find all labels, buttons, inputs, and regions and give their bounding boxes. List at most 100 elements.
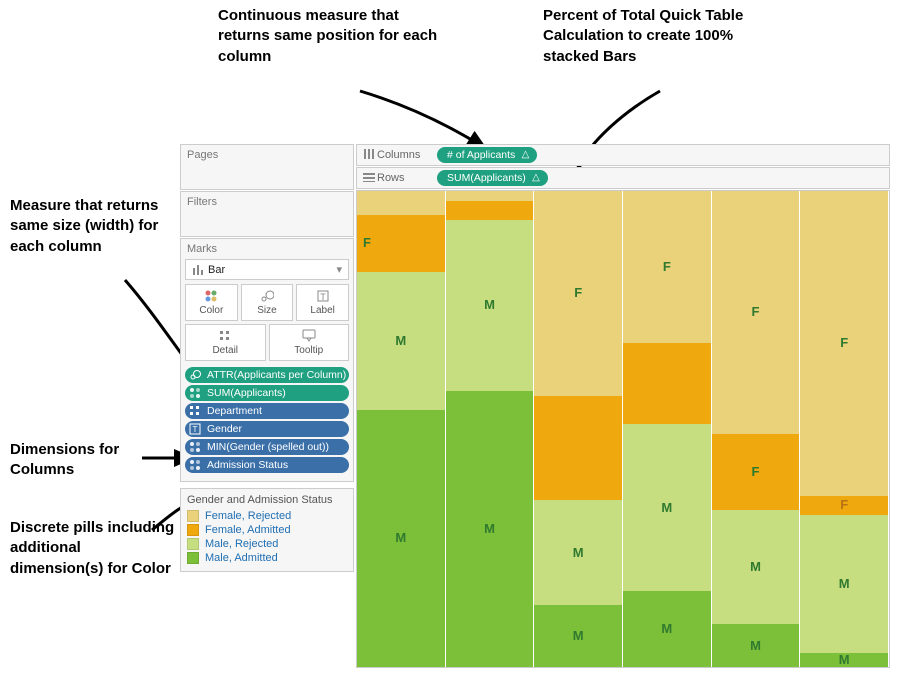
columns-pill[interactable]: # of Applicants △ bbox=[437, 147, 537, 163]
chart-segment[interactable]: F bbox=[357, 215, 445, 272]
legend-item[interactable]: Male, Admitted bbox=[187, 552, 347, 564]
rows-pill[interactable]: SUM(Applicants) △ bbox=[437, 170, 548, 186]
tableau-workspace: Pages Filters Marks Bar ▾ Color Size bbox=[180, 144, 890, 668]
chart-column[interactable]: F F M M bbox=[800, 191, 889, 667]
marks-pill[interactable]: Department bbox=[185, 403, 349, 419]
chart-segment[interactable] bbox=[623, 343, 711, 424]
chart-segment[interactable]: M bbox=[712, 510, 800, 624]
annotation-measure-width: Measure that returns same size (width) f… bbox=[10, 196, 170, 257]
columns-label: Columns bbox=[377, 149, 437, 161]
columns-icon bbox=[361, 149, 377, 162]
rows-shelf[interactable]: Rows SUM(Applicants) △ bbox=[356, 167, 890, 189]
chart-segment[interactable]: M bbox=[712, 624, 800, 667]
legend-item[interactable]: Male, Rejected bbox=[187, 538, 347, 550]
segment-label: F bbox=[663, 259, 671, 274]
visualization[interactable]: FMMMMFMMFMMFFMMFFMM bbox=[356, 190, 890, 668]
segment-label: F bbox=[574, 285, 582, 300]
marks-color-label: Color bbox=[199, 305, 223, 316]
legend-swatch bbox=[187, 510, 199, 522]
marks-pill[interactable]: Admission Status bbox=[185, 457, 349, 473]
pill-label: Admission Status bbox=[207, 459, 288, 471]
chart-segment[interactable]: M bbox=[623, 591, 711, 667]
segment-label: M bbox=[395, 530, 406, 545]
chart-segment[interactable]: M bbox=[534, 500, 622, 605]
rows-icon bbox=[361, 172, 377, 185]
chart-segment[interactable]: M bbox=[534, 605, 622, 667]
legend-item[interactable]: Female, Admitted bbox=[187, 524, 347, 536]
mark-type-label: Bar bbox=[208, 264, 225, 276]
chart-segment[interactable] bbox=[446, 191, 534, 201]
columns-pill-label: # of Applicants bbox=[447, 149, 515, 161]
segment-label: F bbox=[752, 464, 760, 479]
pill-label: SUM(Applicants) bbox=[207, 387, 286, 399]
chart-segment[interactable]: F bbox=[800, 191, 888, 496]
marks-card: Marks Bar ▾ Color Size T bbox=[180, 238, 354, 482]
legend-label: Male, Rejected bbox=[205, 538, 278, 550]
marks-tooltip-button[interactable]: Tooltip bbox=[269, 324, 350, 361]
chart-segment[interactable]: F bbox=[623, 191, 711, 343]
left-panel: Pages Filters Marks Bar ▾ Color Size bbox=[180, 144, 354, 668]
label-icon: T bbox=[189, 423, 203, 435]
chart-segment[interactable]: M bbox=[623, 424, 711, 591]
chart-segment[interactable]: F bbox=[800, 496, 888, 515]
marks-size-label: Size bbox=[257, 305, 276, 316]
color-icon bbox=[189, 459, 203, 471]
chart-segment[interactable]: M bbox=[357, 272, 445, 410]
chart-column[interactable]: F M M bbox=[623, 191, 712, 667]
chart-segment[interactable]: M bbox=[800, 515, 888, 653]
table-calc-icon: △ bbox=[532, 172, 540, 183]
marks-pill[interactable]: ATTR(Applicants per Column) bbox=[185, 367, 349, 383]
marks-detail-button[interactable]: Detail bbox=[185, 324, 266, 361]
chart-segment[interactable]: M bbox=[446, 391, 534, 667]
annotation-percent-total: Percent of Total Quick Table Calculation… bbox=[543, 6, 773, 67]
color-icon bbox=[189, 441, 203, 453]
chart-segment[interactable]: F bbox=[534, 191, 622, 396]
chart-column[interactable]: F F MM bbox=[712, 191, 801, 667]
segment-label: M bbox=[839, 576, 850, 591]
pages-shelf[interactable]: Pages bbox=[180, 144, 354, 190]
segment-label: M bbox=[484, 521, 495, 536]
right-panel: Columns # of Applicants △ Rows SUM(Appli… bbox=[356, 144, 890, 668]
bar-icon bbox=[192, 265, 204, 275]
color-legend: Gender and Admission Status Female, Reje… bbox=[180, 488, 354, 572]
segment-label: M bbox=[661, 500, 672, 515]
segment-label: F bbox=[752, 304, 760, 319]
chart-column[interactable]: F M M bbox=[534, 191, 623, 667]
segment-label: F bbox=[840, 335, 848, 350]
rows-pill-label: SUM(Applicants) bbox=[447, 172, 526, 184]
chart-segment[interactable]: M bbox=[800, 653, 888, 667]
mark-type-select[interactable]: Bar ▾ bbox=[185, 259, 349, 280]
chart-segment[interactable] bbox=[534, 396, 622, 501]
chart-segment[interactable] bbox=[357, 191, 445, 215]
detail-icon bbox=[189, 405, 203, 417]
segment-label: F bbox=[840, 497, 848, 512]
chart-segment[interactable]: F bbox=[712, 191, 800, 434]
legend-label: Male, Admitted bbox=[205, 552, 278, 564]
chart-segment[interactable]: F bbox=[712, 434, 800, 510]
marks-label-button[interactable]: T Label bbox=[296, 284, 349, 321]
svg-text:T: T bbox=[193, 425, 198, 434]
annotation-continuous-measure: Continuous measure that returns same pos… bbox=[218, 6, 438, 67]
columns-shelf[interactable]: Columns # of Applicants △ bbox=[356, 144, 890, 166]
chart-column[interactable]: F M M bbox=[357, 191, 446, 667]
pill-label: ATTR(Applicants per Column) bbox=[207, 369, 346, 381]
filters-shelf[interactable]: Filters bbox=[180, 191, 354, 237]
marks-pill[interactable]: TGender bbox=[185, 421, 349, 437]
marks-pill[interactable]: MIN(Gender (spelled out)) bbox=[185, 439, 349, 455]
tooltip-icon bbox=[302, 329, 316, 343]
legend-swatch bbox=[187, 552, 199, 564]
marks-size-button[interactable]: Size bbox=[241, 284, 294, 321]
size-icon bbox=[189, 369, 203, 381]
segment-label: M bbox=[750, 638, 761, 653]
chart-segment[interactable]: M bbox=[446, 220, 534, 391]
chart-segment[interactable] bbox=[446, 201, 534, 220]
rows-label: Rows bbox=[377, 172, 437, 184]
marks-pill[interactable]: SUM(Applicants) bbox=[185, 385, 349, 401]
marks-color-button[interactable]: Color bbox=[185, 284, 238, 321]
chart-segment[interactable]: M bbox=[357, 410, 445, 667]
marks-tooltip-label: Tooltip bbox=[294, 345, 323, 356]
segment-label: F bbox=[363, 235, 371, 250]
legend-item[interactable]: Female, Rejected bbox=[187, 510, 347, 522]
chart-column[interactable]: MM bbox=[446, 191, 535, 667]
segment-label: M bbox=[573, 628, 584, 643]
